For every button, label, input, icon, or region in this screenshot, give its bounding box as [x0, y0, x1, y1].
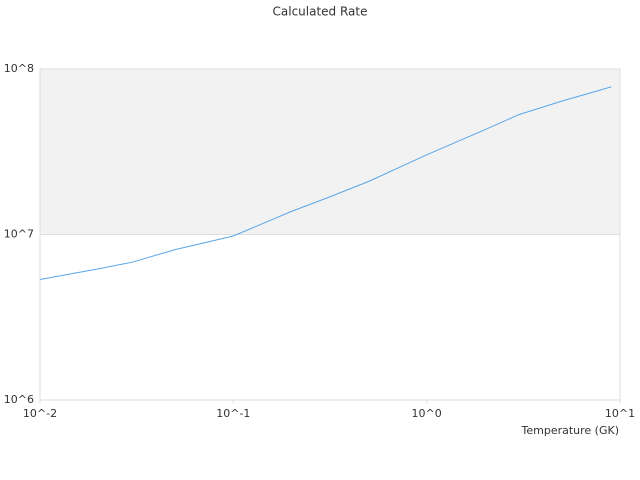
- x-tick-label: 10^0: [412, 407, 442, 420]
- y-tick-label: 10^6: [4, 393, 34, 406]
- line-series: [39, 86, 612, 280]
- chart-title: Calculated Rate: [273, 5, 368, 19]
- y-tick-label: 10^8: [4, 62, 34, 75]
- x-axis-label: Temperature (GK): [521, 424, 620, 437]
- shaded-band: [40, 69, 620, 235]
- x-tick-label: 10^-1: [216, 407, 250, 420]
- x-tick-label: 10^-2: [23, 407, 57, 420]
- x-tick-label: 10^1: [605, 407, 635, 420]
- y-tick-label: 10^7: [4, 228, 34, 241]
